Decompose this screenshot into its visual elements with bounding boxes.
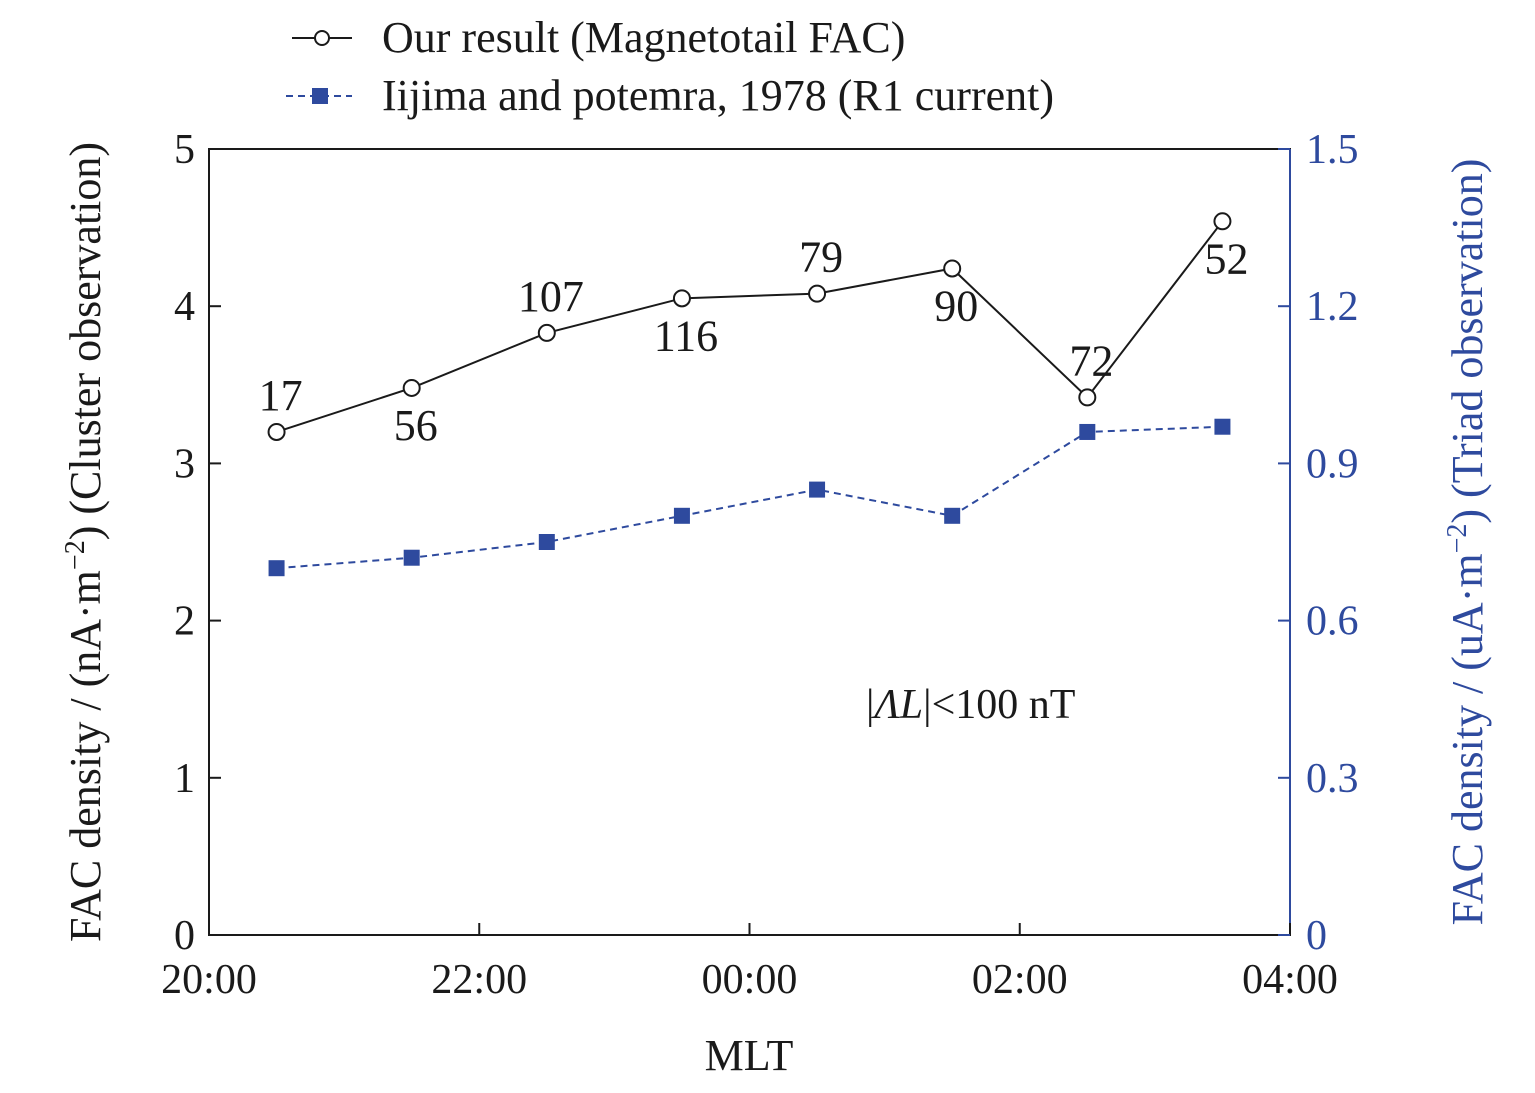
series-our-result-point [537,323,556,342]
series-iijima-point [673,507,690,524]
legend: Our result (Magnetotail FAC) Iijima and … [286,13,1054,120]
point-count-label: 90 [934,281,978,330]
x-tick-label: 04:00 [1242,957,1338,1003]
point-count-label: 52 [1204,234,1248,283]
series-our-result-point [267,422,286,441]
plot-area-frame [208,148,1291,936]
legend-marker-our-result [314,30,330,46]
y-right-tick-label: 0.3 [1306,756,1359,802]
series-iijima-point [1214,418,1231,435]
point-count-label: 72 [1069,336,1113,385]
y-left-tick-label: 3 [174,441,195,487]
series-our-result-line [276,220,1224,433]
y-left-tick-label: 0 [174,913,195,959]
series-iijima-point [538,534,555,550]
point-count-label: 116 [654,311,718,360]
point-count-labels: 17 56 107 116 79 90 72 52 [259,233,1249,450]
y-axis-left: 0 1 2 3 4 5 [174,127,221,959]
y-left-tick-label: 1 [174,756,195,802]
point-count-label: 107 [518,272,584,321]
legend-entry-iijima: Iijima and potemra, 1978 (R1 current) [286,71,1054,120]
series-iijima-point [809,481,826,498]
series-iijima-line [276,425,1223,570]
annotation-condition: |ΛL|<100 nT [866,682,1075,728]
point-count-label: 56 [394,401,438,450]
y-left-tick-label: 4 [174,284,195,330]
point-count-label: 17 [259,371,303,420]
legend-marker-iijima [312,88,328,104]
y-right-tick-label: 1.2 [1306,284,1359,330]
y-right-tick-label: 0.9 [1306,441,1359,487]
point-count-label: 79 [799,233,843,282]
series-our-result [267,212,1232,441]
legend-entry-our-result: Our result (Magnetotail FAC) [292,13,905,62]
x-tick-label: 20:00 [161,957,257,1003]
series-iijima-point [1079,423,1096,440]
y-left-tick-label: 2 [174,599,195,645]
y-right-tick-label: 0.6 [1306,599,1359,645]
legend-label-our-result: Our result (Magnetotail FAC) [382,13,905,62]
y-axis-right-title: FAC density / (uA·m−2) (Triad observatio… [1442,159,1492,926]
series-our-result-point [1078,388,1097,407]
series-iijima-point [403,549,420,566]
series-iijima-point [268,560,285,577]
x-axis-title: MLT [705,1031,794,1080]
legend-label-iijima: Iijima and potemra, 1978 (R1 current) [382,71,1054,120]
series-our-result-point [808,284,827,303]
series-iijima-point [944,507,961,524]
x-tick-label: 00:00 [702,957,798,1003]
series-our-result-point [402,378,421,397]
y-axis-right: 0 0.3 0.6 0.9 1.2 1.5 [1278,127,1359,959]
x-axis: 20:00 22:00 00:00 02:00 04:00 [161,923,1338,1003]
y-axis-left-title: FAC density / (nA·m−2) (Cluster observat… [60,142,110,942]
series-our-result-point [1213,212,1232,231]
y-right-tick-label: 0 [1306,913,1327,959]
series-our-result-point [943,259,962,278]
x-tick-label: 02:00 [972,957,1068,1003]
y-left-tick-label: 5 [174,127,195,173]
y-right-tick-label: 1.5 [1306,127,1359,173]
series-our-result-point [672,289,691,308]
series-iijima [268,418,1231,577]
x-tick-label: 22:00 [431,957,527,1003]
